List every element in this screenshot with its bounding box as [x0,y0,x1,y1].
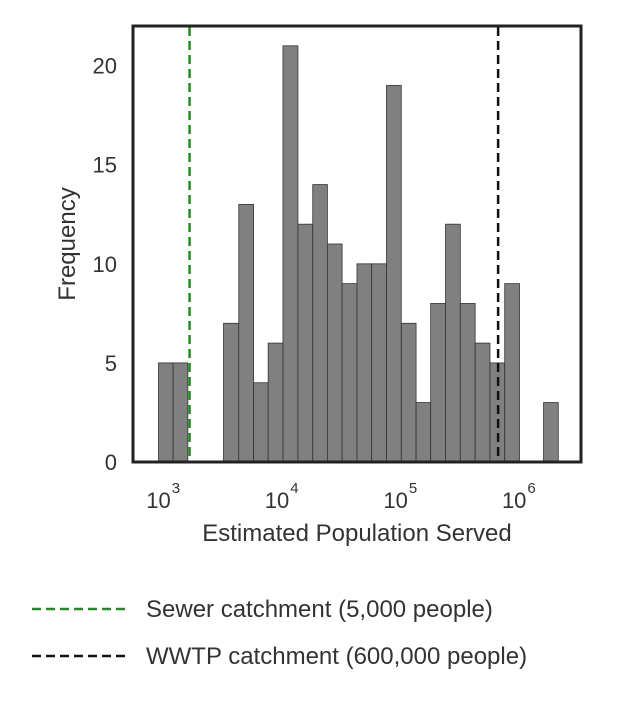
legend-label: Sewer catchment (5,000 people) [146,596,493,623]
x-tick-exponent: 6 [527,480,535,497]
histogram-bar [386,85,402,463]
histogram-bar [371,263,387,463]
histogram-bar [327,243,343,463]
histogram-bar [253,382,269,463]
histogram-bar [356,263,373,463]
histogram-bar [474,342,491,463]
x-tick-base: 10 [502,488,526,513]
x-tick-base: 10 [146,488,170,513]
histogram-bar [341,283,358,463]
y-tick-label: 5 [105,351,117,376]
histogram-bar [282,45,299,463]
x-axis-ticks: 10 3 10 4 10 5 10 6 [146,480,536,513]
x-tick-label: 10 6 [502,480,536,513]
histogram-bar [430,303,446,463]
y-tick-label: 10 [93,252,117,277]
x-tick-exponent: 4 [290,480,298,497]
x-tick-exponent: 5 [409,480,417,497]
x-tick-base: 10 [265,488,289,513]
x-tick-label: 10 5 [383,480,417,513]
legend: Sewer catchment (5,000 people) WWTP catch… [32,596,527,670]
histogram-bar [238,203,254,463]
y-tick-label: 15 [93,153,117,178]
legend-label: WWTP catchment (600,000 people) [146,643,527,670]
y-tick-label: 0 [105,450,117,475]
histogram-bar [223,322,240,463]
y-axis-label: Frequency [54,187,81,300]
plot-frame [131,24,583,464]
x-tick-label: 10 3 [146,480,180,513]
histogram-bar [267,342,284,463]
x-axis-label: Estimated Population Served [202,520,512,547]
y-tick-label: 20 [93,54,117,79]
histogram-bar [312,184,328,463]
histogram-bar [459,303,476,463]
histogram-bar [400,322,417,463]
x-tick-label: 10 4 [265,480,299,513]
histogram-bar [297,223,314,463]
x-tick-base: 10 [383,488,407,513]
histogram-bar [504,283,520,463]
x-tick-exponent: 3 [172,480,180,497]
histogram-bar [445,223,461,463]
histogram-bar [158,362,174,463]
y-axis-ticks: 0 5 10 15 20 [93,54,117,475]
histogram-bar [543,402,559,463]
histogram-bar [415,402,432,463]
histogram-bar [172,362,189,463]
reference-lines [188,27,500,461]
